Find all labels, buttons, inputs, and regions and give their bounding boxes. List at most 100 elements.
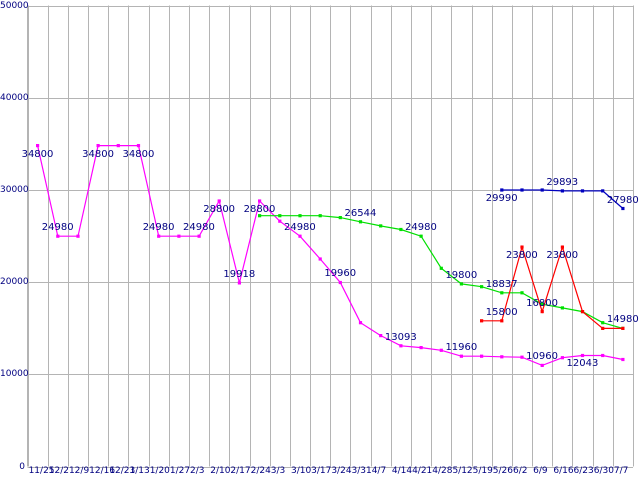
- data-value-label: 10960: [526, 351, 558, 363]
- series-marker-blue-series: [540, 188, 544, 192]
- x-axis-tick-label: 1/13: [129, 466, 150, 476]
- series-marker-magenta-series: [258, 199, 262, 203]
- series-marker-red-series: [500, 319, 504, 323]
- x-axis-tick-label: 12/23: [109, 466, 136, 476]
- x-axis-tick-label: 4/14: [391, 466, 413, 476]
- series-marker-magenta-series: [197, 234, 201, 238]
- x-axis-tick-label: 3/24: [331, 466, 352, 476]
- series-marker-red-series: [480, 319, 484, 323]
- data-value-label: 24980: [41, 222, 74, 234]
- series-marker-green-series: [298, 214, 302, 218]
- series-marker-magenta-series: [459, 354, 463, 358]
- series-marker-magenta-series: [116, 144, 120, 148]
- series-marker-magenta-series: [56, 234, 60, 238]
- series-marker-red-series: [520, 245, 524, 249]
- x-axis-tick-label: 5/19: [472, 466, 493, 476]
- series-marker-blue-series: [520, 188, 524, 192]
- data-value-label: 24980: [283, 222, 316, 234]
- y-axis-tick-label: 50000: [0, 0, 29, 11]
- x-axis-tick-label: 2/17: [230, 466, 251, 476]
- series-marker-green-series: [399, 227, 403, 232]
- series-marker-magenta-series: [480, 354, 484, 358]
- data-value-label: 19800: [445, 269, 478, 281]
- x-axis-tick-label: 3/31: [351, 466, 372, 476]
- data-value-label: 19960: [324, 268, 357, 280]
- y-axis-tick-label: 20000: [0, 276, 29, 287]
- series-marker-magenta-series: [278, 219, 282, 223]
- series-marker-green-series: [500, 291, 504, 295]
- x-axis-tick-label: 12/2: [48, 466, 69, 476]
- data-value-label: 24980: [405, 222, 437, 234]
- data-value-label: 34800: [82, 148, 114, 160]
- x-axis-tick-label: 6/16: [553, 466, 574, 476]
- series-marker-magenta-series: [177, 234, 181, 238]
- series-marker-magenta-series: [439, 348, 443, 352]
- series-marker-magenta-series: [399, 344, 403, 348]
- series-marker-magenta-series: [621, 357, 625, 362]
- series-marker-magenta-series: [540, 363, 544, 367]
- series-marker-magenta-series: [500, 355, 504, 359]
- data-value-label: 34800: [21, 148, 54, 160]
- data-value-label: 29893: [546, 176, 579, 188]
- series-marker-magenta-series: [318, 257, 322, 261]
- series-marker-magenta-series: [157, 234, 161, 238]
- series-marker-blue-series: [500, 188, 504, 192]
- series-line-magenta-series: [37, 145, 624, 367]
- data-value-label: 14980: [606, 314, 639, 326]
- data-value-label: 29990: [485, 192, 518, 204]
- x-axis-tick-label: 6/9: [533, 466, 548, 476]
- series-marker-red-series: [601, 326, 605, 330]
- series-marker-green-series: [318, 214, 322, 218]
- data-value-label: 19918: [223, 268, 256, 280]
- data-value-label: 12043: [566, 358, 599, 370]
- series-marker-blue-series: [601, 189, 605, 193]
- x-axis-tick-label: 4/28: [432, 466, 453, 476]
- data-value-label: 34800: [122, 148, 155, 160]
- x-axis-tick-label: 4/21: [412, 466, 433, 476]
- x-axis-tick-label: 2/3: [190, 466, 205, 476]
- x-axis-tick-label: 3/3: [270, 466, 286, 476]
- series-marker-blue-series: [621, 206, 625, 211]
- data-value-label: 18837: [485, 278, 518, 290]
- series-marker-magenta-series: [96, 144, 100, 148]
- x-axis-tick-label: 7/7: [613, 466, 629, 476]
- x-axis-tick-label: 4/7: [371, 466, 387, 476]
- series-marker-red-series: [621, 326, 625, 330]
- data-value-label: 23800: [546, 250, 579, 262]
- x-axis-tick-label: 2/24: [250, 466, 271, 476]
- series-marker-green-series: [379, 224, 383, 228]
- series-marker-magenta-series: [358, 321, 363, 325]
- series-marker-green-series: [480, 285, 484, 289]
- x-axis-tick-label: 3/10: [290, 466, 312, 476]
- series-marker-magenta-series: [560, 356, 564, 360]
- data-value-label: 27980: [606, 194, 639, 206]
- x-axis-tick-label: 6/30: [593, 466, 614, 476]
- data-value-label: 23800: [505, 250, 538, 262]
- series-marker-magenta-series: [520, 355, 524, 359]
- series-marker-green-series: [520, 291, 524, 295]
- series-marker-magenta-series: [580, 353, 585, 358]
- x-axis-tick-label: 5/12: [452, 466, 473, 476]
- series-marker-green-series: [459, 282, 463, 286]
- x-axis-tick-label: 12/9: [68, 466, 90, 476]
- data-value-label: 24980: [183, 222, 215, 234]
- data-value-label: 16800: [526, 297, 558, 309]
- series-marker-green-series: [258, 214, 262, 218]
- series-marker-magenta-series: [338, 280, 342, 285]
- x-axis-tick-label: 2/10: [210, 466, 231, 476]
- x-axis-tick-label: 1/20: [149, 466, 170, 476]
- series-marker-blue-series: [580, 189, 585, 193]
- x-axis-tick-label: 11/25: [28, 466, 55, 476]
- series-marker-magenta-series: [76, 234, 80, 238]
- series-marker-green-series: [358, 220, 363, 224]
- y-axis-tick-label: 40000: [0, 92, 29, 103]
- series-marker-green-series: [278, 214, 282, 218]
- series-line-red-series: [481, 244, 623, 329]
- series-marker-magenta-series: [36, 144, 40, 148]
- y-axis-tick-label: 0: [19, 461, 25, 472]
- data-value-label: 26544: [344, 207, 377, 219]
- series-marker-green-series: [560, 306, 564, 310]
- data-value-label: 28800: [243, 203, 276, 215]
